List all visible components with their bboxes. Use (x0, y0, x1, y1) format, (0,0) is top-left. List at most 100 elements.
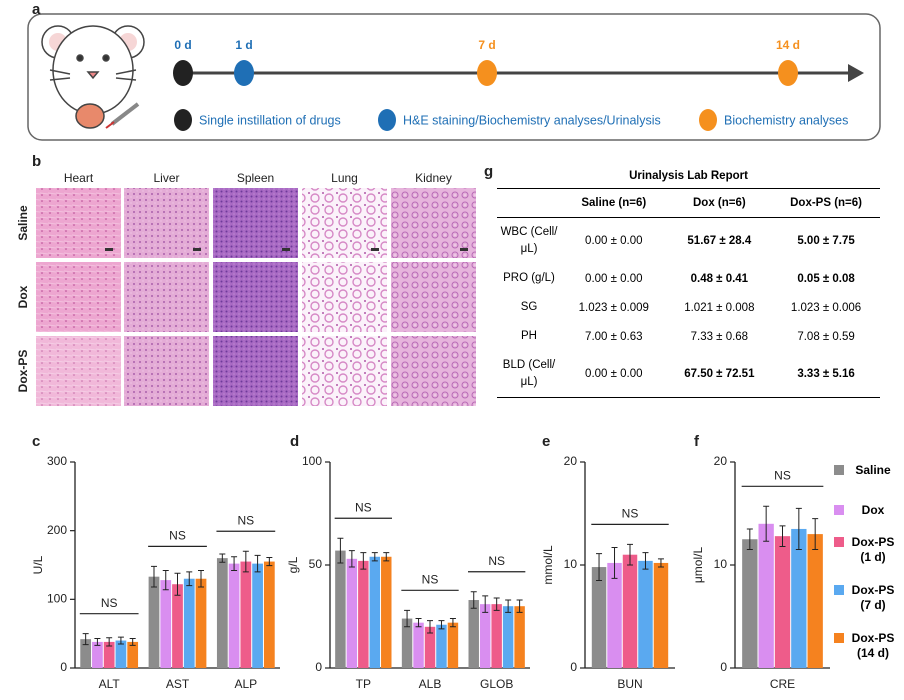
y-axis-label: μmol/L (691, 547, 705, 584)
bar (514, 606, 525, 668)
scale-bar (193, 248, 201, 251)
bar (447, 622, 459, 668)
table-cell: 1.023 ± 0.009 (578, 301, 649, 314)
table: Saline (n=6) Dox (n=6) Dox-PS (n=6) WBC (Ce… (497, 189, 880, 398)
bar (622, 554, 638, 668)
scale-bar (282, 248, 290, 251)
bar (263, 561, 275, 668)
histology-column-label: Heart (64, 171, 94, 185)
annotation: NS (774, 468, 791, 482)
y-axis-label: g/L (286, 556, 300, 573)
error-bar (505, 599, 512, 613)
bar (172, 584, 183, 668)
table-cell: 7.00 ± 0.63 (585, 330, 643, 343)
table-header: Saline (n=6) Dox (n=6) Dox-PS (n=6) (497, 189, 880, 218)
histology-image (36, 188, 121, 258)
histology-row-label: Saline (16, 205, 30, 241)
panel-letter: c (32, 433, 40, 450)
bar (774, 536, 791, 668)
timeline-legend-text: Biochemistry analyses (724, 113, 848, 127)
table-row: WBC (Cell/μL) 0.00 ± 0.00 51.67 ± 28.4 5.00… (497, 218, 880, 265)
legend-item: Dox-PS (14 d) (834, 631, 902, 661)
histology-row-label: Dox-PS (16, 350, 30, 393)
y-tick-label: 0 (720, 660, 727, 674)
legend-label: Dox-PS (7 d) (851, 583, 895, 612)
table-cell: 0.00 ± 0.00 (561, 351, 667, 398)
error-bar (117, 636, 124, 645)
table-row: SG 1.023 ± 0.009 1.021 ± 0.008 1.023 ± 0.00… (497, 293, 880, 322)
table-cell: 0.00 ± 0.00 (585, 272, 643, 285)
legend-label: Dox-PS (1 d) (851, 535, 895, 564)
error-bar (627, 543, 633, 566)
legend-item: Dox (834, 503, 902, 518)
histology-image (124, 262, 209, 332)
table-cell: 0.48 ± 0.41 (690, 272, 749, 285)
error-bar (812, 518, 819, 551)
panel-letter: f (694, 433, 700, 450)
histology-column-label: Spleen (237, 171, 274, 185)
bar (358, 560, 369, 668)
legend-label: Saline (855, 463, 891, 477)
error-bar (198, 569, 205, 588)
table-cell: 67.50 ± 72.51 (666, 351, 773, 398)
error-bar (129, 637, 136, 646)
y-tick-label: 300 (47, 454, 67, 468)
timeline-label: 14 d (776, 38, 800, 52)
error-bar (763, 505, 770, 542)
error-bar (337, 537, 344, 564)
x-tick-label: GLOB (480, 677, 513, 691)
x-tick-label: TP (356, 677, 371, 691)
histology-image (36, 262, 121, 332)
error-bar (348, 550, 355, 568)
legend-label: Dox (861, 503, 885, 517)
header-corner (497, 189, 561, 218)
table-body: WBC (Cell/μL) 0.00 ± 0.00 51.67 ± 28.4 5.00… (497, 218, 880, 398)
error-bar (383, 552, 390, 562)
table-row: BLD (Cell/μL) 0.00 ± 0.00 67.50 ± 72.51 3.3… (497, 351, 880, 398)
table-cell: 51.67 ± 28.4 (687, 235, 752, 247)
error-bar (174, 572, 181, 596)
table-cell: 1.023 ± 0.006 (790, 301, 862, 314)
table-cell: 0.05 ± 0.08 (797, 272, 855, 285)
timeline-legend-dot (378, 109, 396, 131)
histology-row-label: Dox (16, 285, 30, 308)
timeline-point (173, 60, 193, 86)
annotation: NS (422, 572, 439, 586)
bar (160, 580, 172, 668)
annotation: NS (355, 500, 372, 514)
bar (591, 567, 607, 668)
bar (240, 561, 252, 668)
error-bar (186, 571, 193, 587)
y-axis-label: U/L (31, 555, 45, 574)
timeline-legend-dot (699, 109, 717, 131)
histology-image (302, 188, 387, 258)
bar (195, 578, 207, 668)
legend-swatch (834, 633, 844, 643)
table-title: Urinalysis Lab Report (497, 170, 880, 189)
histology-image (391, 262, 476, 332)
timeline-label: 0 d (174, 38, 191, 52)
error-bar (427, 620, 433, 634)
error-bar (242, 550, 249, 573)
table-row: PRO (g/L) 0.00 ± 0.00 0.48 ± 0.41 0.05 ± 0.… (497, 264, 880, 293)
histology-image (391, 188, 476, 258)
legend-swatch (834, 465, 844, 475)
annotation: NS (169, 529, 186, 543)
bar (758, 523, 774, 668)
histology-column-label: Kidney (415, 171, 452, 185)
table-column-header: Saline (n=6) (561, 189, 667, 218)
error-bar (482, 595, 489, 613)
bar (436, 624, 447, 668)
bar (381, 556, 392, 668)
timeline-legend-text: Single instillation of drugs (199, 113, 341, 127)
histology-image (124, 188, 209, 258)
table-column-header: Dox (n=6) (666, 189, 773, 218)
x-tick-label: ALT (99, 677, 121, 691)
bar (80, 639, 92, 668)
bar (115, 640, 127, 668)
table-row-label: WBC (Cell/μL) (500, 226, 558, 255)
bar (491, 604, 502, 668)
histology-image (391, 336, 476, 406)
error-bar (371, 552, 378, 562)
